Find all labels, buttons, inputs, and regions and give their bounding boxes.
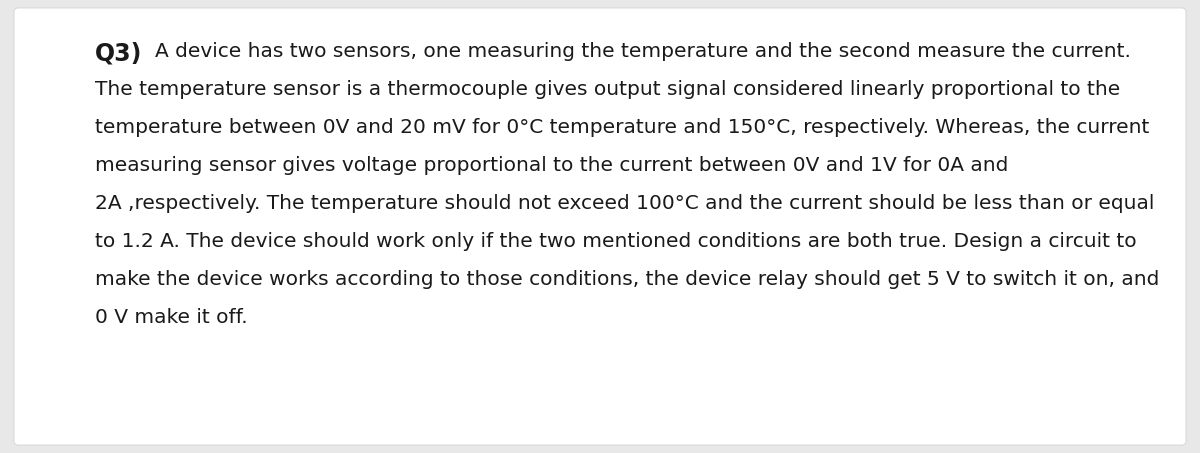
Text: Q3): Q3) [95, 42, 143, 66]
Text: A device has two sensors, one measuring the temperature and the second measure t: A device has two sensors, one measuring … [155, 42, 1130, 61]
Text: 0 V make it off.: 0 V make it off. [95, 308, 247, 327]
Text: temperature between 0V and 20 mV for 0°C temperature and 150°C, respectively. Wh: temperature between 0V and 20 mV for 0°C… [95, 118, 1150, 137]
Text: measuring sensor gives voltage proportional to the current between 0V and 1V for: measuring sensor gives voltage proportio… [95, 156, 1008, 175]
Text: make the device works according to those conditions, the device relay should get: make the device works according to those… [95, 270, 1159, 289]
Text: 2A ,respectively. The temperature should not exceed 100°C and the current should: 2A ,respectively. The temperature should… [95, 194, 1154, 213]
FancyBboxPatch shape [14, 8, 1186, 445]
Text: The temperature sensor is a thermocouple gives output signal considered linearly: The temperature sensor is a thermocouple… [95, 80, 1121, 99]
Text: to 1.2 A. The device should work only if the two mentioned conditions are both t: to 1.2 A. The device should work only if… [95, 232, 1136, 251]
